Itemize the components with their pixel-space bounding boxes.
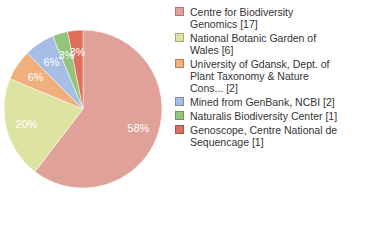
legend-swatch <box>176 126 184 134</box>
legend-swatch <box>176 8 184 16</box>
legend-swatch <box>176 34 184 42</box>
legend: Centre for BiodiversityGenomics [17]Nati… <box>176 6 338 148</box>
legend-line: Wales [6] <box>190 44 233 56</box>
chart: 58%20%6%6%3%3%Centre for BiodiversityGen… <box>0 0 380 240</box>
slice-labels: 58%20%6%6%3%3% <box>16 46 150 133</box>
legend-label: Genoscope, Centre National deSequencage … <box>190 124 337 148</box>
legend-line: Mined from GenBank, NCBI [2] <box>190 96 335 108</box>
legend-swatch <box>176 98 184 106</box>
data-label: 6% <box>43 56 59 68</box>
legend-line: Genoscope, Centre National de <box>190 124 337 136</box>
data-label: 6% <box>28 71 44 83</box>
legend-line: Sequencage [1] <box>190 136 264 148</box>
slices <box>4 30 162 188</box>
legend-line: Genomics [17] <box>190 18 258 30</box>
legend-line: Naturalis Biodiversity Center [1] <box>190 110 337 122</box>
slice <box>68 30 83 109</box>
legend-line: Plant Taxonomy & Nature <box>190 70 309 82</box>
legend-label: National Botanic Garden ofWales [6] <box>190 32 316 56</box>
legend-line: Centre for Biodiversity <box>190 6 294 18</box>
data-label: 3% <box>69 46 85 58</box>
legend-label: Naturalis Biodiversity Center [1] <box>190 110 337 122</box>
legend-line: National Botanic Garden of <box>190 32 316 44</box>
legend-label: Centre for BiodiversityGenomics [17] <box>190 6 294 30</box>
legend-label: University of Gdansk, Dept. ofPlant Taxo… <box>190 58 330 94</box>
legend-line: University of Gdansk, Dept. of <box>190 58 330 70</box>
legend-swatch <box>176 60 184 68</box>
legend-line: Cons... [2] <box>190 82 238 94</box>
data-label: 58% <box>127 122 149 134</box>
data-label: 20% <box>16 118 38 130</box>
legend-swatch <box>176 112 184 120</box>
legend-label: Mined from GenBank, NCBI [2] <box>190 96 335 108</box>
